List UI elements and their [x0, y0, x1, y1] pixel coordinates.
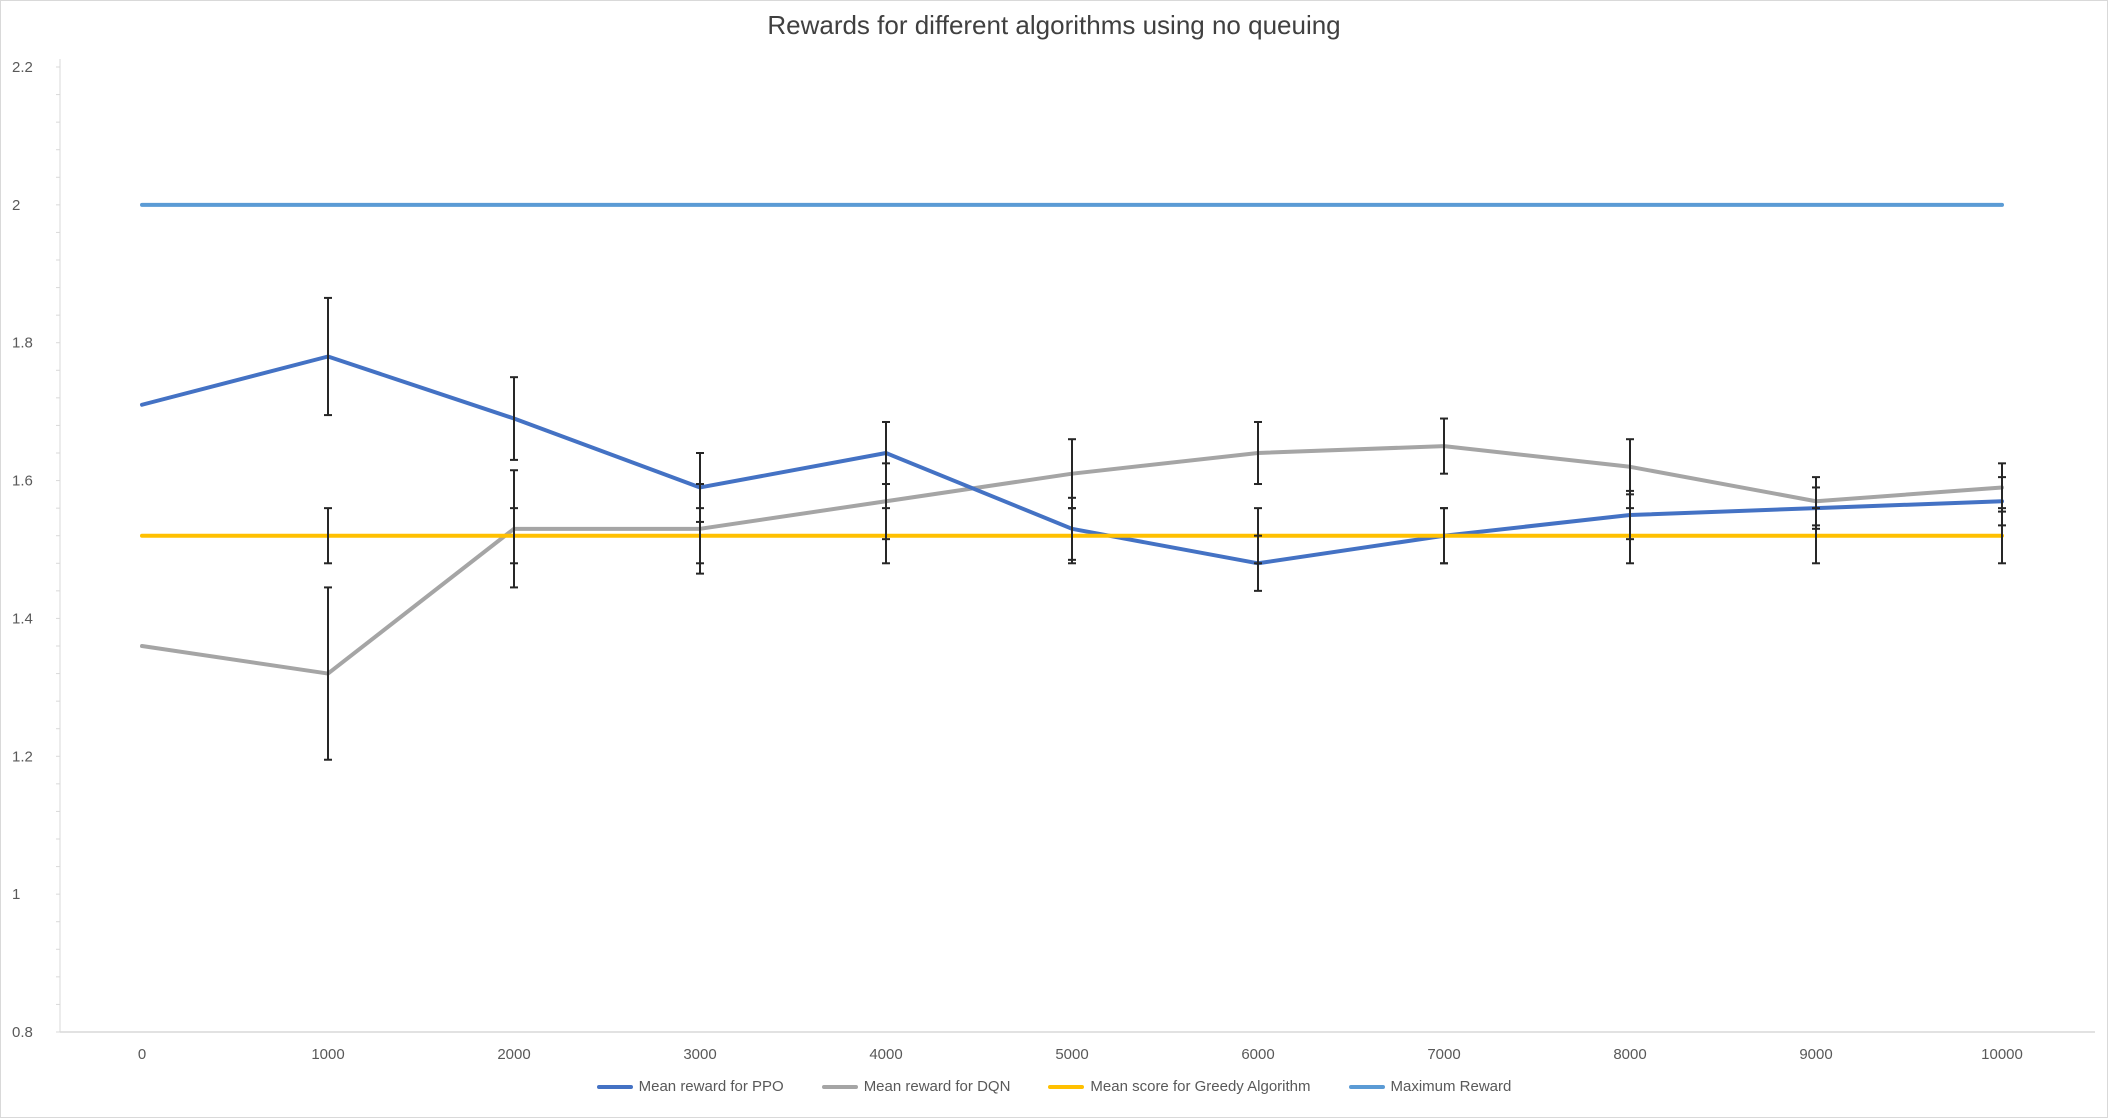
x-tick-label: 5000 — [1055, 1046, 1088, 1063]
axes: 0.8 1 1.2 1.4 1.6 1.8 2 2.2 0 1000 2000 3000 4000 500… — [12, 59, 2095, 1063]
x-tick-label: 3000 — [683, 1046, 716, 1063]
legend-label: Maximum Reward — [1390, 1078, 1512, 1095]
error-bar — [510, 376, 518, 461]
legend-item: Mean reward for DQN — [821, 1078, 1011, 1095]
error-bar — [324, 586, 332, 761]
legend-item: Mean score for Greedy Algorithm — [1048, 1078, 1311, 1095]
x-tick-label: 8000 — [1613, 1046, 1646, 1063]
y-tick-label: 1.6 — [12, 473, 33, 490]
x-tick-label: 4000 — [869, 1046, 902, 1063]
error-bar — [324, 507, 332, 565]
error-bar — [1626, 438, 1634, 496]
y-tick-label: 1.2 — [12, 748, 33, 765]
x-tick-label: 0 — [138, 1046, 146, 1063]
legend-swatch — [596, 1084, 633, 1089]
legend-swatch — [1048, 1084, 1085, 1089]
error-bars — [324, 296, 2006, 761]
legend-swatch — [1348, 1084, 1385, 1089]
x-tick-label: 6000 — [1241, 1046, 1274, 1063]
error-bar — [1068, 507, 1076, 565]
legend-item: Maximum Reward — [1348, 1078, 1512, 1095]
y-tick-label: 0.8 — [12, 1024, 33, 1041]
y-tick-label: 2.2 — [12, 59, 33, 76]
legend-label: Mean reward for PPO — [638, 1078, 784, 1095]
x-tick-label: 2000 — [497, 1046, 530, 1063]
legend-label: Mean reward for DQN — [863, 1078, 1011, 1095]
legend-label: Mean score for Greedy Algorithm — [1090, 1078, 1311, 1095]
error-bar — [1254, 507, 1262, 565]
error-bar — [324, 296, 332, 417]
x-tick-label: 9000 — [1799, 1046, 1832, 1063]
y-tick-label: 2 — [12, 197, 20, 214]
error-bar — [1998, 507, 2006, 565]
x-tick-label: 10000 — [1981, 1046, 2023, 1063]
error-bar — [696, 507, 704, 565]
legend-swatch — [821, 1084, 858, 1089]
error-bar — [1254, 420, 1262, 486]
y-tick-label: 1.8 — [12, 335, 33, 352]
x-tick-label: 7000 — [1427, 1046, 1460, 1063]
chart-title: Rewards for different algorithms using n… — [767, 10, 1341, 40]
error-bar — [882, 507, 890, 565]
error-bar — [1440, 507, 1448, 565]
y-tick-label: 1 — [12, 886, 20, 903]
x-tick-label: 1000 — [311, 1046, 344, 1063]
y-tick-label: 1.4 — [12, 610, 33, 627]
error-bar — [510, 507, 518, 565]
chart-legend: Mean reward for PPO Mean reward for DQN Me… — [0, 1078, 2108, 1095]
error-bar — [1626, 507, 1634, 565]
error-bar — [1812, 507, 1820, 565]
legend-item: Mean reward for PPO — [596, 1078, 784, 1095]
error-bar — [1440, 417, 1448, 475]
